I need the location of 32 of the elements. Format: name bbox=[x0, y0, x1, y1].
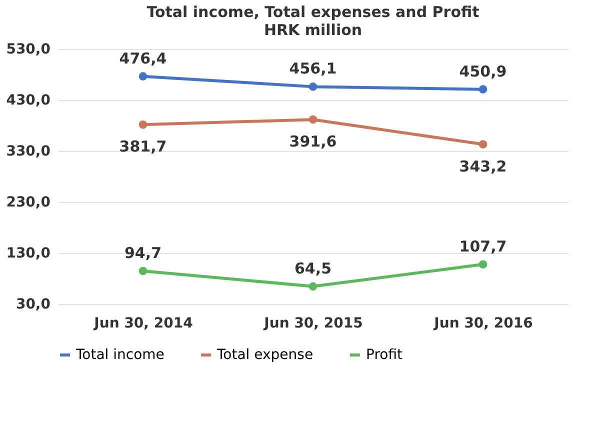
legend-label: Total income bbox=[75, 347, 164, 363]
point bbox=[308, 282, 318, 291]
point bbox=[308, 115, 318, 124]
y-tick-label: 230,0 bbox=[6, 194, 51, 210]
point bbox=[138, 120, 148, 129]
y-tick-label: 530,0 bbox=[6, 42, 51, 58]
y-tick-label: 30,0 bbox=[16, 296, 51, 312]
y-tick-label: 130,0 bbox=[6, 246, 51, 262]
point bbox=[478, 140, 488, 148]
chart-subtitle: HRK million bbox=[264, 21, 362, 39]
point bbox=[478, 85, 488, 94]
x-tick-label: Jun 30, 2016 bbox=[433, 316, 533, 332]
data-label: 107,7 bbox=[459, 237, 507, 256]
y-tick-label: 330,0 bbox=[6, 144, 51, 160]
point bbox=[138, 266, 148, 276]
data-label: 381,7 bbox=[119, 138, 167, 156]
legend-label: Total expense bbox=[216, 347, 314, 363]
y-tick-label: 430,0 bbox=[6, 92, 51, 108]
x-tick-label: Jun 30, 2015 bbox=[263, 316, 363, 332]
legend-label: Profit bbox=[366, 347, 404, 363]
point bbox=[478, 260, 488, 269]
x-tick-label: Jun 30, 2014 bbox=[93, 316, 194, 332]
data-label: 343,2 bbox=[459, 157, 507, 176]
data-label: 64,5 bbox=[294, 259, 332, 278]
data-label: 450,9 bbox=[459, 62, 507, 80]
data-label: 94,7 bbox=[124, 244, 162, 262]
point bbox=[308, 82, 318, 91]
point bbox=[138, 72, 148, 81]
data-label: 476,4 bbox=[119, 49, 167, 68]
data-label: 456,1 bbox=[289, 60, 337, 78]
data-label: 391,6 bbox=[289, 132, 337, 151]
chart-title: Total income, Total expenses and Profit bbox=[146, 3, 480, 21]
